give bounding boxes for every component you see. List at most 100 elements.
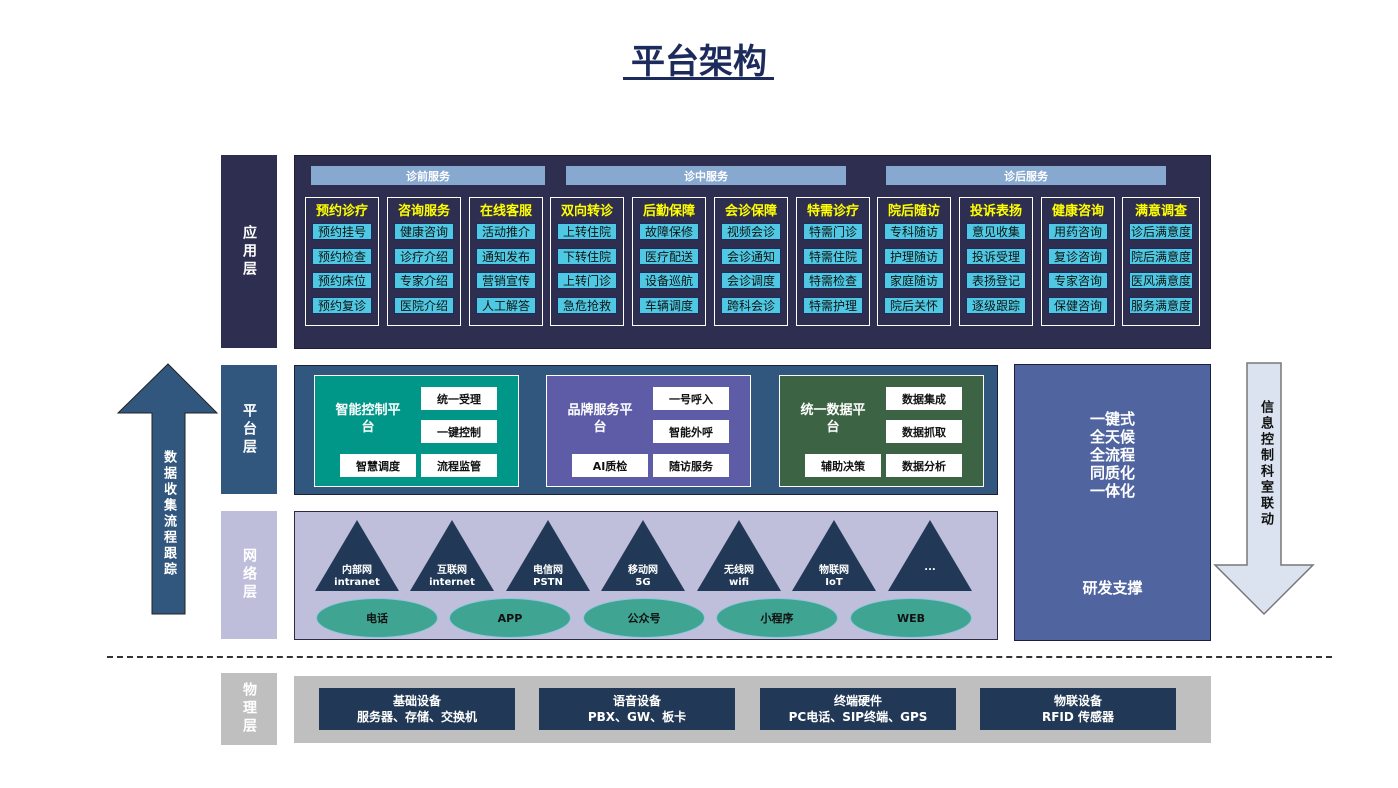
platform-item: 数据分析 <box>886 454 962 477</box>
layer-label-app: 应用层 <box>221 155 277 348</box>
device-title: 语音设备 <box>612 694 661 708</box>
service-column: 院后随访专科随访护理随访家庭随访院后关怀 <box>877 197 951 326</box>
rd-support-label: 研发支撑 <box>1082 579 1143 597</box>
service-item: 人工解答 <box>476 296 536 314</box>
feature-list: 一键式 全天候 全流程 同质化 一体化 <box>1015 410 1210 500</box>
platform-item: 流程监管 <box>421 454 497 477</box>
service-item: 逐级跟踪 <box>966 296 1026 314</box>
service-item: 专科随访 <box>884 223 944 240</box>
service-item: 特需住院 <box>803 247 863 265</box>
platform-name-text: 品牌服务平台 <box>567 403 633 435</box>
platform-item: 统一受理 <box>421 387 497 410</box>
service-item: 活动推介 <box>476 223 536 240</box>
service-column: 咨询服务 健康咨询 诊疗介绍 专家介绍 医院介绍 <box>387 197 461 326</box>
service-item: 通知发布 <box>476 247 536 265</box>
service-item: 特需检查 <box>803 272 863 289</box>
service-item: 表扬登记 <box>966 272 1026 289</box>
service-item: 诊后满意度 <box>1129 223 1193 240</box>
channel-ellipse: 公众号 <box>583 598 705 638</box>
section-in-diagnosis: 诊中服务 <box>566 166 846 185</box>
platform-item: AI质检 <box>572 454 648 477</box>
layer-label-network: 网络层 <box>221 511 277 639</box>
service-column-title: 后勤保障 <box>642 204 695 219</box>
up-arrow-label: 数据收集流程跟踪 <box>161 450 176 578</box>
device-desc: RFID 传感器 <box>1041 710 1115 724</box>
service-item: 设备巡航 <box>639 272 699 289</box>
service-item: 专家介绍 <box>394 272 454 289</box>
service-item: 特需护理 <box>803 296 863 314</box>
service-column: 健康咨询 用药咨询 复诊咨询 专家咨询 保健咨询 <box>1041 197 1115 326</box>
platform-name: 品牌服务平台 <box>555 402 645 436</box>
service-item: 服务满意度 <box>1129 296 1193 314</box>
network-label: 物联网 IoT <box>789 565 879 589</box>
service-item: 健康咨询 <box>394 223 454 240</box>
service-column-title: 院后随访 <box>887 204 940 219</box>
feature: 一键式 <box>1089 410 1135 428</box>
service-column: 在线客服 活动推介 通知发布 营销宣传 人工解答 <box>469 197 543 326</box>
support-panel: 一键式 全天候 全流程 同质化 一体化 研发支撑 <box>1014 364 1211 641</box>
network-name-cn: 电信网 <box>533 565 563 576</box>
device-desc: PC电话、SIP终端、GPS <box>788 710 928 724</box>
network-name-en: wifi <box>728 577 750 588</box>
platform-item: 智能外呼 <box>653 420 729 443</box>
platform-box: 品牌服务平台 一号呼入 智能外呼 AI质检 随访服务 <box>546 375 751 487</box>
network-label: 互联网 internet <box>407 565 497 589</box>
service-column-title: 双向转诊 <box>560 204 613 219</box>
platform-box: 统一数据平台 数据集成 数据抓取 辅助决策 数据分析 <box>779 375 984 487</box>
divider <box>107 656 1332 658</box>
network-name-cn: ... <box>924 562 936 573</box>
service-item: 上转门诊 <box>557 272 617 289</box>
service-item: 急危抢救 <box>557 296 617 314</box>
service-item: 预约挂号 <box>312 223 372 240</box>
platform-item: 随访服务 <box>653 454 729 477</box>
network-label: 电信网 PSTN <box>503 565 593 589</box>
physical-device-box: 语音设备 PBX、GW、板卡 <box>539 688 735 730</box>
service-item: 投诉受理 <box>966 247 1026 265</box>
service-item: 特需门诊 <box>803 223 863 240</box>
service-column: 双向转诊 上转住院 下转住院 上转门诊 急危抢救 <box>550 197 624 326</box>
channel-ellipse: APP <box>449 598 571 638</box>
service-item: 预约检查 <box>312 247 372 265</box>
service-item: 院后关怀 <box>884 296 944 314</box>
feature: 一体化 <box>1089 482 1135 500</box>
service-item: 上转住院 <box>557 223 617 240</box>
section-post-diagnosis: 诊后服务 <box>886 166 1166 185</box>
network-name-en: PSTN <box>533 577 563 588</box>
channel-ellipse: WEB <box>850 598 972 638</box>
service-item: 视频会诊 <box>721 223 781 240</box>
device-title: 终端硬件 <box>833 694 882 708</box>
service-column-title: 会诊保障 <box>724 204 777 219</box>
service-item: 跨科会诊 <box>721 296 781 314</box>
layer-label-platform: 平台层 <box>221 365 277 494</box>
network-triangle <box>601 520 685 591</box>
service-item: 车辆调度 <box>639 296 699 314</box>
channel-ellipse: 小程序 <box>716 598 838 638</box>
service-item: 护理随访 <box>884 247 944 265</box>
service-item: 会诊调度 <box>721 272 781 289</box>
device-desc: PBX、GW、板卡 <box>587 710 687 724</box>
network-name-cn: 移动网 <box>628 565 658 576</box>
up-arrow-icon <box>116 363 219 615</box>
page-title: 平台架构 <box>631 42 767 82</box>
network-triangle <box>888 520 972 591</box>
service-item: 意见收集 <box>966 223 1026 240</box>
service-item: 诊疗介绍 <box>394 247 454 265</box>
service-item: 家庭随访 <box>884 272 944 289</box>
service-item: 会诊通知 <box>721 247 781 265</box>
service-column-title: 特需诊疗 <box>806 204 859 219</box>
physical-device-box: 物联设备 RFID 传感器 <box>980 688 1176 730</box>
service-item: 预约床位 <box>312 272 372 289</box>
platform-name: 统一数据平台 <box>788 402 878 436</box>
device-desc: 服务器、存储、交换机 <box>356 710 477 724</box>
physical-device-box: 终端硬件 PC电话、SIP终端、GPS <box>760 688 956 730</box>
service-item: 营销宣传 <box>476 272 536 289</box>
network-label: ... <box>885 562 975 574</box>
platform-item: 数据集成 <box>886 387 962 410</box>
network-triangle <box>697 520 781 591</box>
network-triangle <box>315 520 399 591</box>
network-triangle <box>410 520 494 591</box>
service-column-title: 满意调查 <box>1134 204 1187 219</box>
service-column-title: 咨询服务 <box>397 204 450 219</box>
service-item: 医疗配送 <box>639 247 699 265</box>
